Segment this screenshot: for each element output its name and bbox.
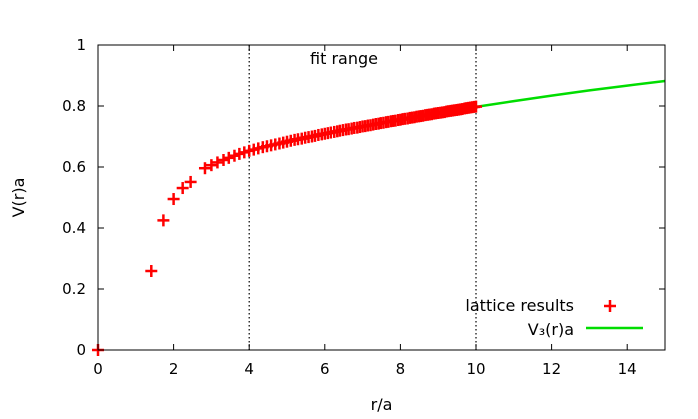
fit-range-annotation: fit range bbox=[310, 49, 378, 68]
plot-frame bbox=[97, 44, 666, 351]
y-tick-label: 0.4 bbox=[62, 219, 86, 237]
y-tick-label: 0.8 bbox=[62, 97, 86, 115]
data-point bbox=[222, 151, 235, 164]
x-tick-label: 2 bbox=[169, 360, 179, 378]
data-point bbox=[176, 182, 189, 195]
legend-label-v3: V₃(r)a bbox=[528, 320, 574, 339]
legend-label-lattice-results: lattice results bbox=[465, 296, 574, 315]
x-tick-label: 4 bbox=[244, 360, 254, 378]
y-tick-label: 0 bbox=[76, 341, 86, 359]
data-point bbox=[157, 214, 170, 227]
x-tick-label: 12 bbox=[542, 360, 561, 378]
data-point bbox=[145, 265, 158, 278]
x-tick-label: 10 bbox=[466, 360, 485, 378]
y-axis-ticks: 0 0.2 0.4 0.6 0.8 1 bbox=[62, 36, 665, 359]
legend: lattice results V₃(r)a bbox=[465, 296, 643, 339]
x-tick-label: 0 bbox=[93, 360, 103, 378]
data-point bbox=[184, 175, 197, 188]
data-point bbox=[470, 100, 482, 113]
x-tick-label: 8 bbox=[396, 360, 406, 378]
data-point bbox=[217, 153, 230, 166]
data-points-layer bbox=[92, 100, 482, 356]
y-tick-label: 0.6 bbox=[62, 158, 86, 176]
fit-range-lines bbox=[248, 45, 477, 350]
x-axis-label: r/a bbox=[371, 395, 393, 414]
x-tick-label: 14 bbox=[618, 360, 637, 378]
data-point bbox=[167, 193, 180, 206]
x-axis-ticks: 0 2 4 6 8 10 12 14 bbox=[93, 45, 637, 378]
data-point bbox=[205, 159, 218, 172]
y-tick-label: 1 bbox=[76, 36, 86, 54]
data-point bbox=[198, 162, 211, 175]
data-point bbox=[211, 156, 224, 169]
y-axis-label: V(r)a bbox=[9, 178, 28, 218]
y-tick-label: 0.2 bbox=[62, 280, 86, 298]
x-tick-label: 6 bbox=[320, 360, 330, 378]
legend-marker-lattice-results bbox=[604, 300, 616, 312]
